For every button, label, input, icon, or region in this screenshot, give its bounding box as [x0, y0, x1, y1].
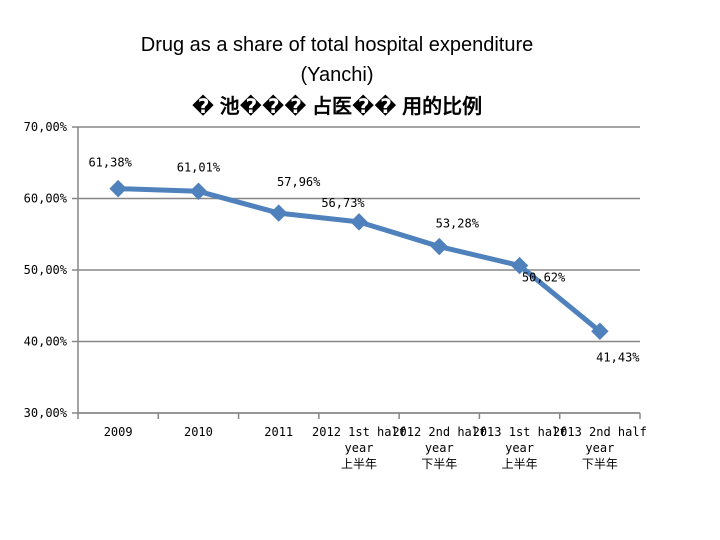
data-label: 61,01%	[177, 160, 221, 174]
data-point	[351, 214, 367, 230]
x-tick-label: 2011	[264, 425, 293, 439]
series-line	[118, 189, 600, 332]
data-point	[110, 181, 126, 197]
y-tick-label: 70,00%	[24, 120, 68, 134]
x-tick-label: 2010	[184, 425, 213, 439]
data-label: 61,38%	[88, 156, 132, 170]
y-tick-label: 30,00%	[24, 406, 68, 420]
data-label: 41,43%	[596, 350, 640, 364]
data-point	[190, 183, 206, 199]
x-tick-label: 2013 2nd half year 下半年	[553, 425, 647, 471]
data-point	[431, 239, 447, 255]
y-tick-label: 40,00%	[24, 335, 68, 349]
data-label: 56,73%	[321, 196, 365, 210]
data-label: 53,28%	[436, 217, 480, 231]
y-tick-label: 60,00%	[24, 192, 68, 206]
data-label: 57,96%	[277, 175, 321, 189]
y-tick-label: 50,00%	[24, 263, 68, 277]
x-tick-label: 2009	[104, 425, 133, 439]
data-label: 50,62%	[522, 271, 566, 285]
data-point	[271, 205, 287, 221]
